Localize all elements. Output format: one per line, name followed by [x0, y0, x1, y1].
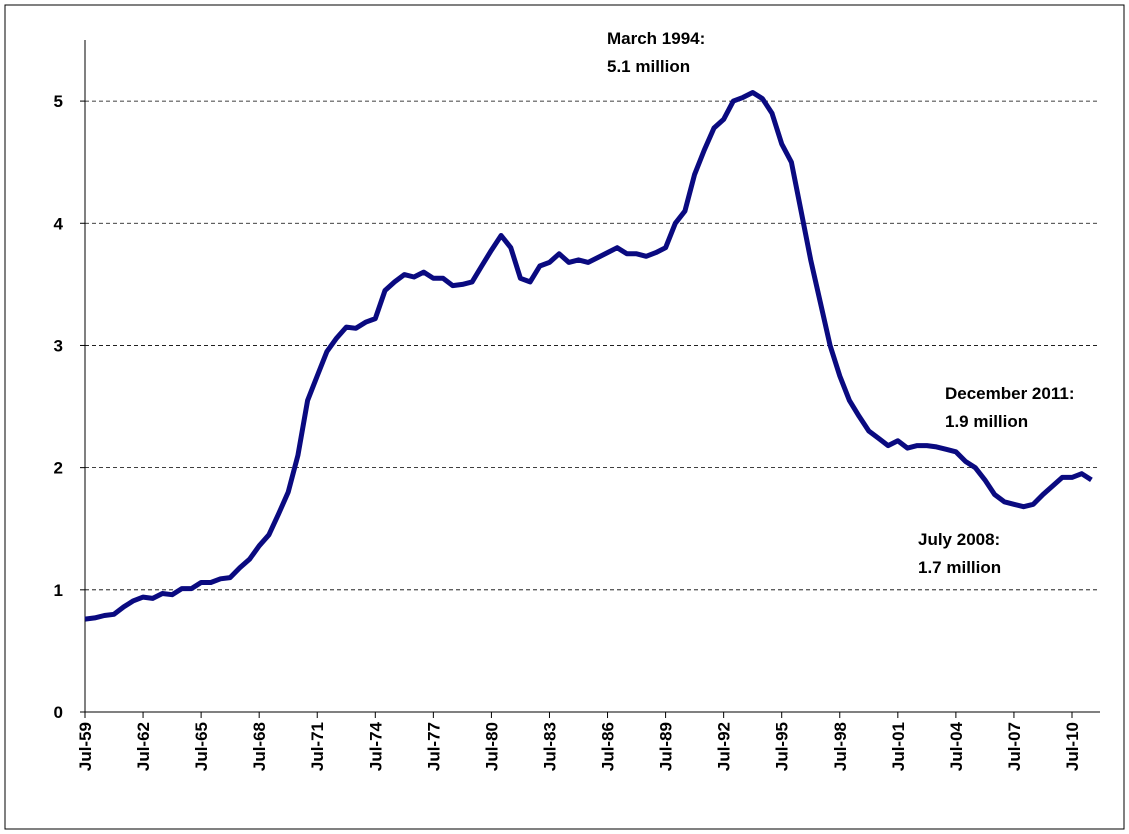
x-tick-label: Jul-74 [366, 721, 385, 771]
chart-border [4, 4, 1125, 830]
annotation: March 1994: [607, 29, 705, 48]
x-tick-label: Jul-65 [192, 722, 211, 771]
x-tick-label: Jul-98 [831, 722, 850, 771]
x-tick-label: Jul-80 [482, 722, 501, 771]
x-tick-label: Jul-59 [76, 722, 95, 771]
data-line [84, 90, 1093, 622]
x-tick-label: Jul-95 [773, 722, 792, 771]
x-tick-label: Jul-68 [250, 722, 269, 771]
y-tick-label: 1 [54, 581, 63, 600]
annotation: July 2008: [918, 530, 1000, 549]
y-tick-label: 4 [54, 214, 64, 233]
annotation: 1.9 million [945, 412, 1028, 431]
annotation: December 2011: [945, 384, 1074, 403]
x-tick-label: Jul-86 [599, 722, 618, 771]
x-tick-label: Jul-62 [134, 722, 153, 771]
y-tick-label: 3 [54, 336, 63, 355]
y-tick-label: 5 [54, 92, 63, 111]
x-tick-label: Jul-92 [715, 722, 734, 771]
x-tick-label: Jul-77 [424, 722, 443, 771]
x-tick-label: Jul-71 [308, 722, 327, 771]
y-tick-label: 0 [54, 703, 63, 722]
x-tick-label: Jul-07 [1005, 722, 1024, 771]
x-tick-label: Jul-10 [1063, 722, 1082, 771]
x-tick-label: Jul-89 [657, 722, 676, 771]
y-tick-label: 2 [54, 459, 63, 478]
x-tick-label: Jul-83 [540, 722, 559, 771]
x-tick-label: Jul-01 [889, 722, 908, 771]
x-tick-label: Jul-04 [947, 721, 966, 771]
annotation: 5.1 million [607, 57, 690, 76]
annotation: 1.7 million [918, 558, 1001, 577]
